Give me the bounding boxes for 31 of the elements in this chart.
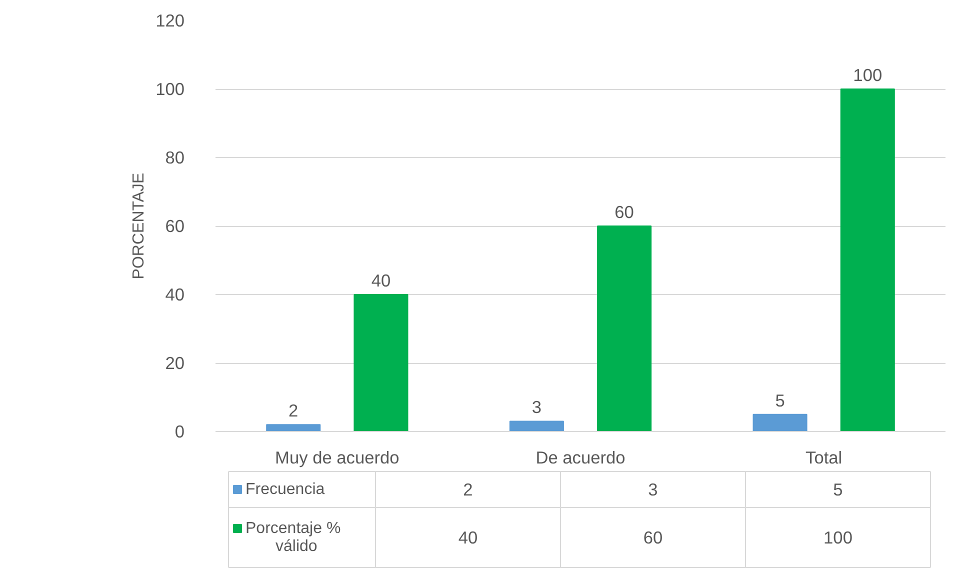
y-tick-label: 120 xyxy=(156,10,185,30)
data-label: 60 xyxy=(614,202,634,222)
data-label: 100 xyxy=(853,65,882,85)
text: 60 xyxy=(643,528,663,548)
bar xyxy=(266,424,321,432)
y-axis-title: PORCENTAJE xyxy=(130,172,148,280)
data-label: 3 xyxy=(532,397,542,418)
bar xyxy=(840,88,895,432)
y-tick-label: 40 xyxy=(165,284,185,304)
x-tick-label: Total xyxy=(806,448,842,468)
legend-label: Frecuencia xyxy=(246,481,325,498)
data-label: 40 xyxy=(371,270,391,290)
legend-label: Porcentaje % válido xyxy=(246,520,341,555)
text: 5 xyxy=(833,480,843,500)
text: 3 xyxy=(648,480,658,500)
bar xyxy=(354,294,408,432)
bar xyxy=(597,226,652,432)
y-tick-label: 60 xyxy=(165,216,185,236)
text: 100 xyxy=(824,528,852,548)
y-tick-label: 100 xyxy=(156,79,185,99)
y-tick-label: 0 xyxy=(174,422,185,442)
x-tick-label: De acuerdo xyxy=(536,448,626,468)
y-tick-label: 80 xyxy=(165,148,185,168)
data-label: 2 xyxy=(288,400,298,421)
data-label: 5 xyxy=(775,390,785,410)
bar xyxy=(509,420,564,432)
text: 2 xyxy=(463,480,473,500)
bar xyxy=(752,414,808,432)
x-tick-label: Muy de acuerdo xyxy=(275,448,400,468)
text: 40 xyxy=(458,528,478,548)
y-tick-label: 20 xyxy=(165,353,185,373)
